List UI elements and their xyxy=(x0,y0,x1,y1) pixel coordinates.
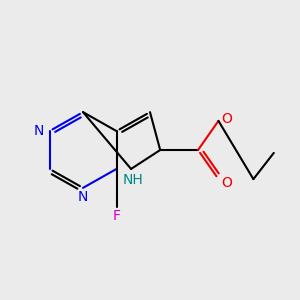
Text: F: F xyxy=(112,208,121,223)
Text: NH: NH xyxy=(123,173,144,187)
Text: N: N xyxy=(78,190,88,204)
Text: N: N xyxy=(33,124,44,138)
Text: O: O xyxy=(222,112,232,126)
Text: O: O xyxy=(222,176,232,190)
